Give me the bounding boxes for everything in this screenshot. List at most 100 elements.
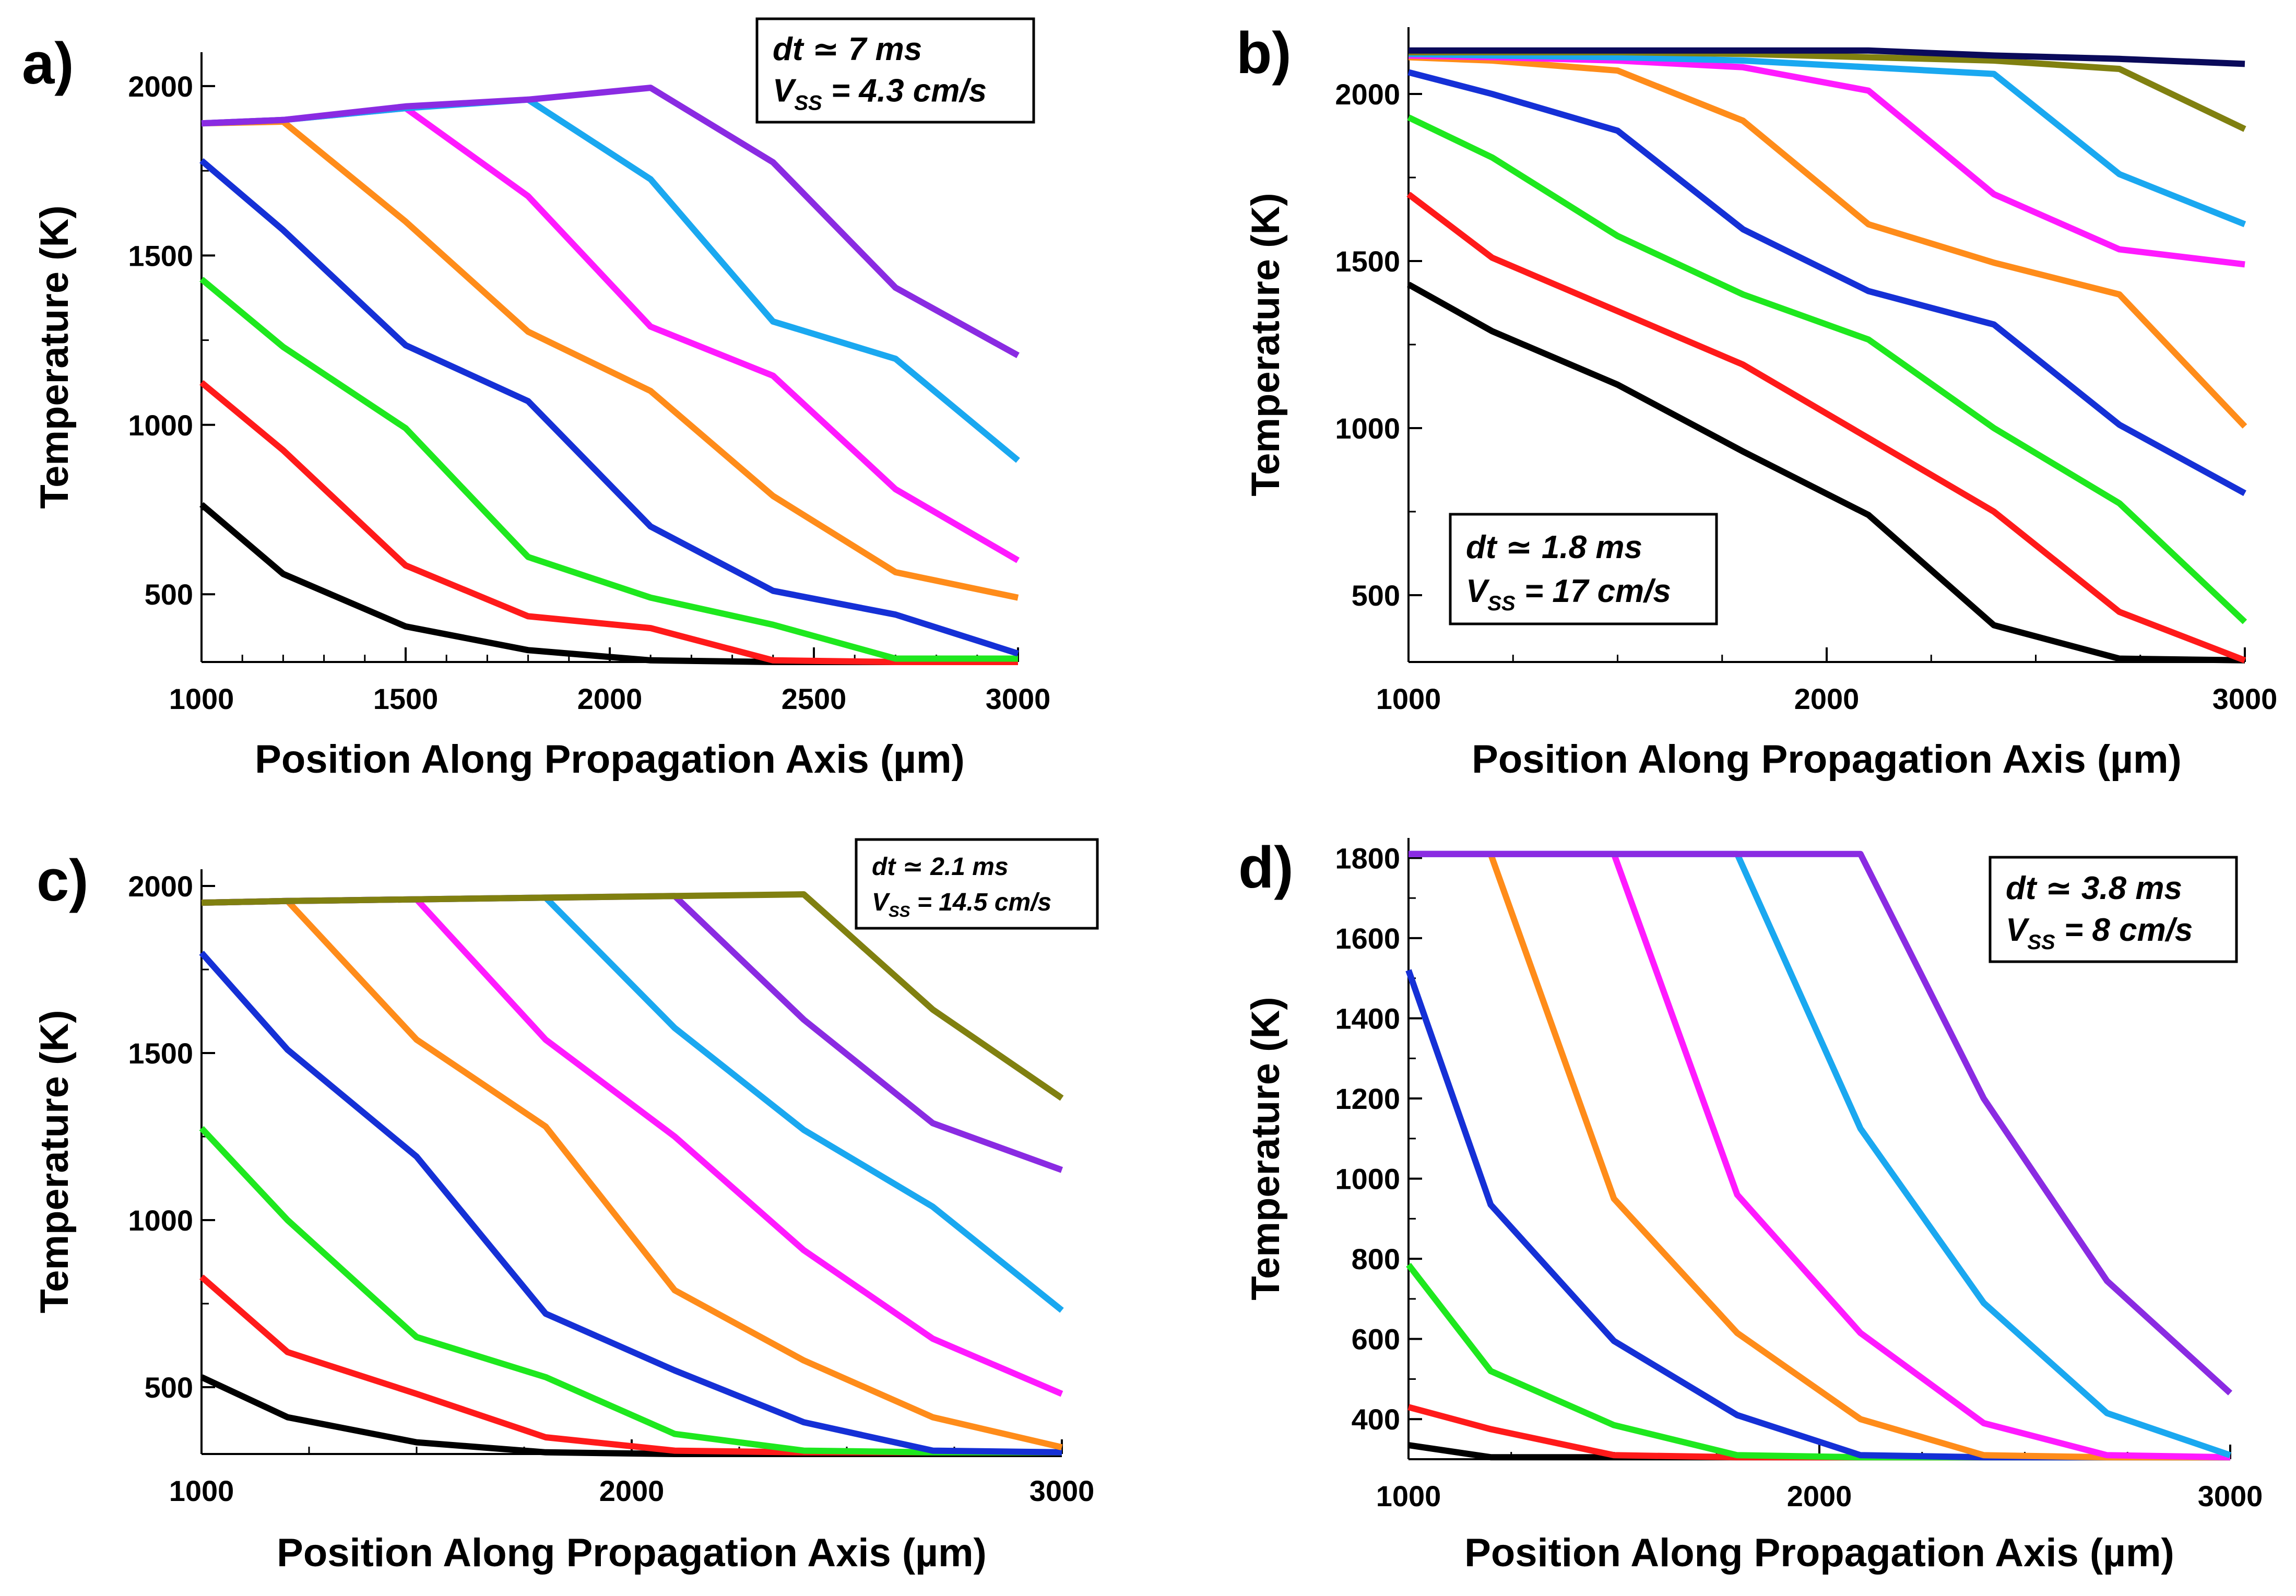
series-line-orange <box>1409 850 2230 1461</box>
x-tick-label: 2000 <box>599 1474 665 1507</box>
y-tick-label: 500 <box>145 578 193 611</box>
y-tick-label: 1500 <box>128 239 193 272</box>
x-tick-label: 3000 <box>2198 1480 2263 1512</box>
y-axis-title: Temperature (K) <box>1244 997 1288 1300</box>
y-axis-title: Temperature (K) <box>1244 193 1288 496</box>
series-line-black <box>1407 281 2245 664</box>
x-tick-label: 2500 <box>782 682 847 715</box>
series-line-orange <box>201 897 1063 1451</box>
annotation-vss-symbol: V <box>773 73 797 109</box>
y-tick-label: 500 <box>145 1371 193 1404</box>
annotation-vss-symbol: V <box>2006 912 2030 948</box>
series-line-magenta <box>201 896 1063 1397</box>
y-tick-label: 1500 <box>128 1037 193 1070</box>
y-tick-label: 1000 <box>1335 1163 1400 1196</box>
annotation-box: dt ≃ 3.8 ms VSS = 8 cm/s <box>1989 856 2238 963</box>
y-tick-label: 1200 <box>1335 1082 1400 1115</box>
annotation-vss-subscript: SS <box>2027 931 2055 954</box>
x-tick-label: 1500 <box>373 682 439 715</box>
y-axis-title: Temperature (K) <box>32 1010 77 1313</box>
x-tick-label: 2000 <box>1787 1480 1852 1512</box>
panel-a: 1000 1500 2000 2500 3000 500 1000 1500 2000 Posit… <box>22 17 1051 782</box>
series-line-red <box>199 380 1018 665</box>
panel-d: 1000 2000 3000 400 600 800 1000 1200 1400 1600 180… <box>1238 835 2263 1575</box>
series-line-purple <box>1409 850 2233 1396</box>
series-line-magenta <box>1408 52 2245 268</box>
annotation-frame <box>755 17 1035 124</box>
annotation-box: dt ≃ 2.1 ms VSS = 14.5 cm/s <box>855 838 1099 930</box>
annotation-vss-value: = 14.5 cm/s <box>910 889 1051 916</box>
y-tick-label: 2000 <box>1335 78 1400 111</box>
x-tick-label: 2000 <box>1794 682 1860 715</box>
x-axis-title: Position Along Propagation Axis (µm) <box>255 737 965 782</box>
y-tick-label: 2000 <box>128 870 193 903</box>
y-tick-label: 400 <box>1352 1403 1400 1436</box>
y-tick-label: 1400 <box>1335 1002 1400 1035</box>
series-line-green <box>199 1126 1062 1456</box>
x-tick-label: 3000 <box>986 682 1051 715</box>
panel-b: 1000 2000 3000 500 1000 1500 2000 Position Alon… <box>1236 20 2277 782</box>
series-line-green <box>199 277 1018 662</box>
annotation-vss-subscript: SS <box>889 902 910 920</box>
annotation-dt: dt ≃ 2.1 ms <box>872 853 1009 881</box>
series-line-orange <box>1408 54 2247 429</box>
annotation-vss-value: = 17 cm/s <box>1516 573 1671 609</box>
y-tick-label: 1000 <box>1335 412 1400 445</box>
series-line-blue <box>199 158 1019 657</box>
series-line-sky <box>1408 51 2246 228</box>
annotation-vss-value: = 8 cm/s <box>2055 912 2193 948</box>
annotation-dt: dt ≃ 3.8 ms <box>2006 870 2182 906</box>
y-tick-label: 1800 <box>1335 842 1400 874</box>
annotation-box: dt ≃ 1.8 ms VSS = 17 cm/s <box>1449 513 1718 625</box>
x-tick-label: 3000 <box>1029 1474 1095 1507</box>
panel-label: a) <box>22 31 74 96</box>
panel-label: d) <box>1238 835 1294 900</box>
annotation-box: dt ≃ 7 ms VSS = 4.3 cm/s <box>755 17 1035 124</box>
series-line-purple <box>201 85 1020 359</box>
y-axis-title: Temperature (K) <box>32 205 77 509</box>
annotation-vss: VSS = 14.5 cm/s <box>872 889 1051 920</box>
series-line-navy <box>1409 47 2245 67</box>
y-tick-label: 500 <box>1352 579 1400 612</box>
panel-label: c) <box>37 848 89 913</box>
series-line-green <box>1406 1262 2230 1461</box>
series-line-green <box>1407 114 2247 624</box>
panel-label: b) <box>1236 20 1292 86</box>
series-line-olive <box>201 891 1064 1101</box>
x-tick-label: 1000 <box>1376 682 1441 715</box>
annotation-dt: dt ≃ 7 ms <box>773 31 922 67</box>
annotation-frame <box>855 838 1099 930</box>
x-axis-title: Position Along Propagation Axis (µm) <box>1472 737 2182 782</box>
annotation-vss: VSS = 4.3 cm/s <box>773 73 987 114</box>
series-line-blue <box>199 951 1062 1456</box>
x-axis-title: Position Along Propagation Axis (µm) <box>277 1531 987 1575</box>
x-tick-label: 3000 <box>2212 682 2278 715</box>
x-tick-label: 1000 <box>1376 1480 1441 1512</box>
annotation-vss-value: = 4.3 cm/s <box>822 73 987 109</box>
y-tick-label: 1500 <box>1335 245 1400 278</box>
x-tick-label: 2000 <box>577 682 643 715</box>
y-tick-label: 800 <box>1352 1243 1400 1275</box>
series-line-red <box>1406 192 2246 664</box>
y-tick-label: 2000 <box>128 70 193 103</box>
annotation-vss-symbol: V <box>1466 573 1490 609</box>
y-tick-label: 600 <box>1352 1323 1400 1356</box>
series-line-orange <box>201 119 1019 601</box>
y-tick-label: 1600 <box>1335 922 1400 955</box>
annotation-frame <box>1449 513 1718 625</box>
annotation-dt: dt ≃ 1.8 ms <box>1466 529 1642 565</box>
annotation-vss: VSS = 8 cm/s <box>2006 912 2193 954</box>
series-line-purple <box>201 893 1063 1173</box>
annotation-vss: VSS = 17 cm/s <box>1466 573 1671 615</box>
panel-c: 1000 2000 3000 500 1000 1500 2000 Position Alon… <box>32 838 1099 1575</box>
y-tick-label: 1000 <box>128 409 193 442</box>
x-tick-label: 1000 <box>169 682 234 715</box>
x-axis-title: Position Along Propagation Axis (µm) <box>1464 1531 2174 1575</box>
annotation-frame <box>1989 856 2238 963</box>
annotation-vss-subscript: SS <box>1487 592 1516 615</box>
y-tick-label: 1000 <box>128 1204 193 1237</box>
annotation-vss-symbol: V <box>872 889 891 916</box>
annotation-vss-subscript: SS <box>794 91 822 114</box>
series-line-blue <box>1407 69 2246 496</box>
